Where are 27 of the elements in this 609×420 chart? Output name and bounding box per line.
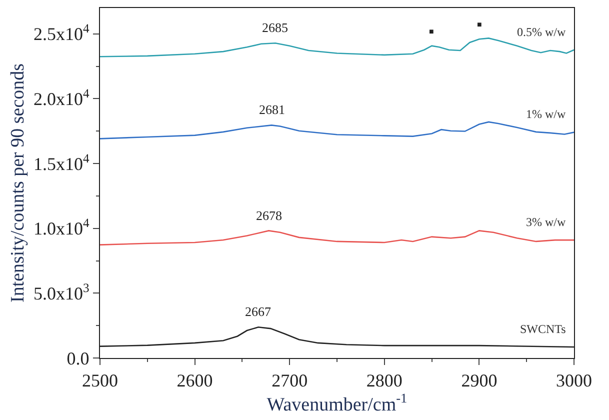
- series-label: 3% w/w: [526, 215, 566, 229]
- x-tick-label: 2500: [82, 370, 118, 391]
- x-axis-title: Wavenumber/cm$^{-1}$: [266, 390, 408, 416]
- y-tick-label: 1.0x10$^{4}$: [34, 216, 90, 239]
- y-tick-label: 2.5x10$^{4}$: [34, 22, 90, 44]
- annotation: 2678: [256, 208, 282, 223]
- y-axis-title: Intensity/counts per 90 seconds: [7, 63, 28, 303]
- y-tick-label: 1.5x10$^{4}$: [34, 151, 90, 174]
- y-tick-label: 0.0: [66, 348, 90, 368]
- series-label: 1% w/w: [526, 107, 566, 121]
- x-tick-label: 3000: [556, 370, 592, 391]
- line-series: [100, 230, 574, 246]
- x-tick-label: 2800: [366, 370, 402, 391]
- line-series: [100, 121, 574, 140]
- y-tick-label: 2.0x10$^{4}$: [34, 86, 90, 110]
- x-tick-label: 2900: [461, 370, 498, 391]
- series-label: 0.5% w/w: [517, 25, 566, 39]
- y-tick-label: 5.0x10$^{3}$: [34, 280, 90, 304]
- annotation: ■: [429, 27, 434, 36]
- annotation: 2667: [245, 304, 272, 319]
- annotation: 2681: [259, 102, 285, 117]
- x-tick-label: 2700: [272, 370, 308, 391]
- x-tick-label: 2600: [176, 370, 213, 391]
- series-label: SWCNTs: [520, 322, 566, 336]
- annotation: 2685: [262, 20, 288, 35]
- annotation: ■: [477, 20, 482, 29]
- line-series: [100, 38, 574, 58]
